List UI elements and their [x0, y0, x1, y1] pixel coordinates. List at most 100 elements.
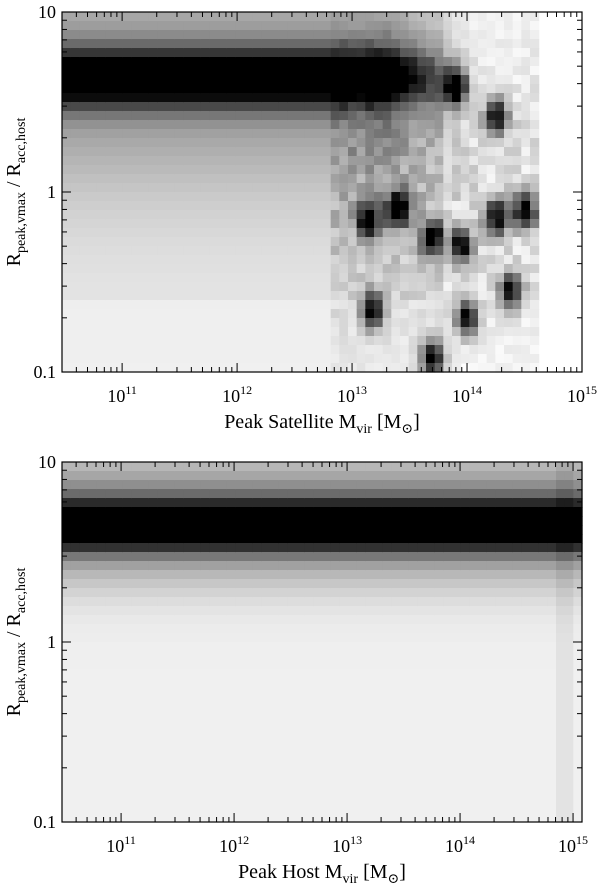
- heatmap-cell: [226, 543, 236, 553]
- heatmap-cell: [443, 606, 453, 616]
- heatmap-cell: [209, 588, 219, 598]
- heatmap-cell: [391, 84, 401, 94]
- heatmap-cell: [512, 318, 522, 328]
- heatmap-cell: [261, 48, 271, 58]
- heatmap-cell: [79, 219, 89, 229]
- heatmap-cell: [226, 813, 236, 823]
- heatmap-cell: [478, 120, 488, 130]
- heatmap-cell: [313, 219, 323, 229]
- heatmap-cell: [174, 759, 184, 769]
- heatmap-cell: [348, 642, 358, 652]
- heatmap-cell: [530, 651, 540, 661]
- heatmap-cell: [252, 552, 262, 562]
- heatmap-cell: [200, 102, 210, 112]
- heatmap-cell: [348, 48, 358, 58]
- heatmap-cell: [226, 570, 236, 580]
- heatmap-cell: [348, 696, 358, 706]
- heatmap-cell: [183, 552, 193, 562]
- heatmap-cell: [62, 462, 72, 472]
- heatmap-cell: [148, 606, 158, 616]
- heatmap-cell: [79, 120, 89, 130]
- heatmap-cell: [287, 327, 297, 337]
- heatmap-cell: [512, 237, 522, 247]
- heatmap-cell: [400, 174, 410, 184]
- heatmap-cell: [417, 768, 427, 778]
- heatmap-cell: [460, 741, 470, 751]
- heatmap-cell: [183, 57, 193, 67]
- heatmap-cell: [200, 30, 210, 40]
- heatmap-cell: [469, 480, 479, 490]
- heatmap-cell: [573, 543, 583, 553]
- heatmap-cell: [252, 174, 262, 184]
- heatmap-cell: [209, 498, 219, 508]
- heatmap-cell: [495, 714, 505, 724]
- heatmap-cell: [192, 120, 202, 130]
- heatmap-cell: [434, 237, 444, 247]
- heatmap-cell: [443, 480, 453, 490]
- heatmap-cell: [400, 75, 410, 85]
- heatmap-cell: [495, 246, 505, 256]
- heatmap-cell: [96, 156, 106, 166]
- heatmap-cell: [330, 102, 340, 112]
- heatmap-cell: [564, 723, 574, 733]
- heatmap-cell: [244, 741, 254, 751]
- heatmap-cell: [244, 255, 254, 265]
- heatmap-cell: [374, 615, 384, 625]
- heatmap-cell: [304, 345, 314, 355]
- heatmap-cell: [365, 525, 375, 535]
- heatmap-cell: [244, 489, 254, 499]
- heatmap-cell: [209, 489, 219, 499]
- heatmap-cell: [157, 237, 167, 247]
- heatmap-cell: [426, 84, 436, 94]
- heatmap-cell: [96, 678, 106, 688]
- heatmap-cell: [148, 147, 158, 157]
- heatmap-cell: [313, 174, 323, 184]
- heatmap-cell: [70, 210, 80, 220]
- heatmap-cell: [226, 678, 236, 688]
- heatmap-cell: [122, 84, 132, 94]
- heatmap-cell: [374, 363, 384, 373]
- heatmap-cell: [547, 813, 557, 823]
- heatmap-cell: [408, 201, 418, 211]
- heatmap-cell: [270, 777, 280, 787]
- heatmap-cell: [70, 129, 80, 139]
- heatmap-cell: [530, 714, 540, 724]
- heatmap-cell: [122, 300, 132, 310]
- heatmap-cell: [244, 552, 254, 562]
- heatmap-cell: [270, 264, 280, 274]
- y-tick-label: 0.1: [34, 362, 57, 382]
- heatmap-cell: [573, 732, 583, 742]
- heatmap-cell: [296, 534, 306, 544]
- heatmap-cell: [96, 318, 106, 328]
- heatmap-cell: [391, 471, 401, 481]
- heatmap-cell: [304, 489, 314, 499]
- heatmap-cell: [166, 723, 176, 733]
- heatmap-cell: [96, 93, 106, 103]
- heatmap-cell: [157, 678, 167, 688]
- heatmap-cell: [114, 804, 124, 814]
- heatmap-cell: [105, 732, 115, 742]
- heatmap-cell: [434, 84, 444, 94]
- heatmap-cell: [348, 237, 358, 247]
- heatmap-cell: [495, 579, 505, 589]
- heatmap-cell: [287, 273, 297, 283]
- heatmap-cell: [339, 30, 349, 40]
- heatmap-cell: [88, 66, 98, 76]
- heatmap-cell: [322, 516, 332, 526]
- heatmap-cell: [235, 354, 245, 364]
- heatmap-cell: [391, 669, 401, 679]
- heatmap-cell: [278, 336, 288, 346]
- heatmap-cell: [287, 714, 297, 724]
- heatmap-cell: [443, 300, 453, 310]
- heatmap-cell: [573, 741, 583, 751]
- heatmap-cell: [408, 255, 418, 265]
- heatmap-cell: [356, 498, 366, 508]
- heatmap-cell: [70, 795, 80, 805]
- heatmap-cell: [131, 282, 141, 292]
- heatmap-cell: [443, 174, 453, 184]
- heatmap-cell: [538, 669, 548, 679]
- heatmap-cell: [209, 552, 219, 562]
- heatmap-cell: [434, 525, 444, 535]
- heatmap-cell: [382, 624, 392, 634]
- heatmap-cell: [356, 264, 366, 274]
